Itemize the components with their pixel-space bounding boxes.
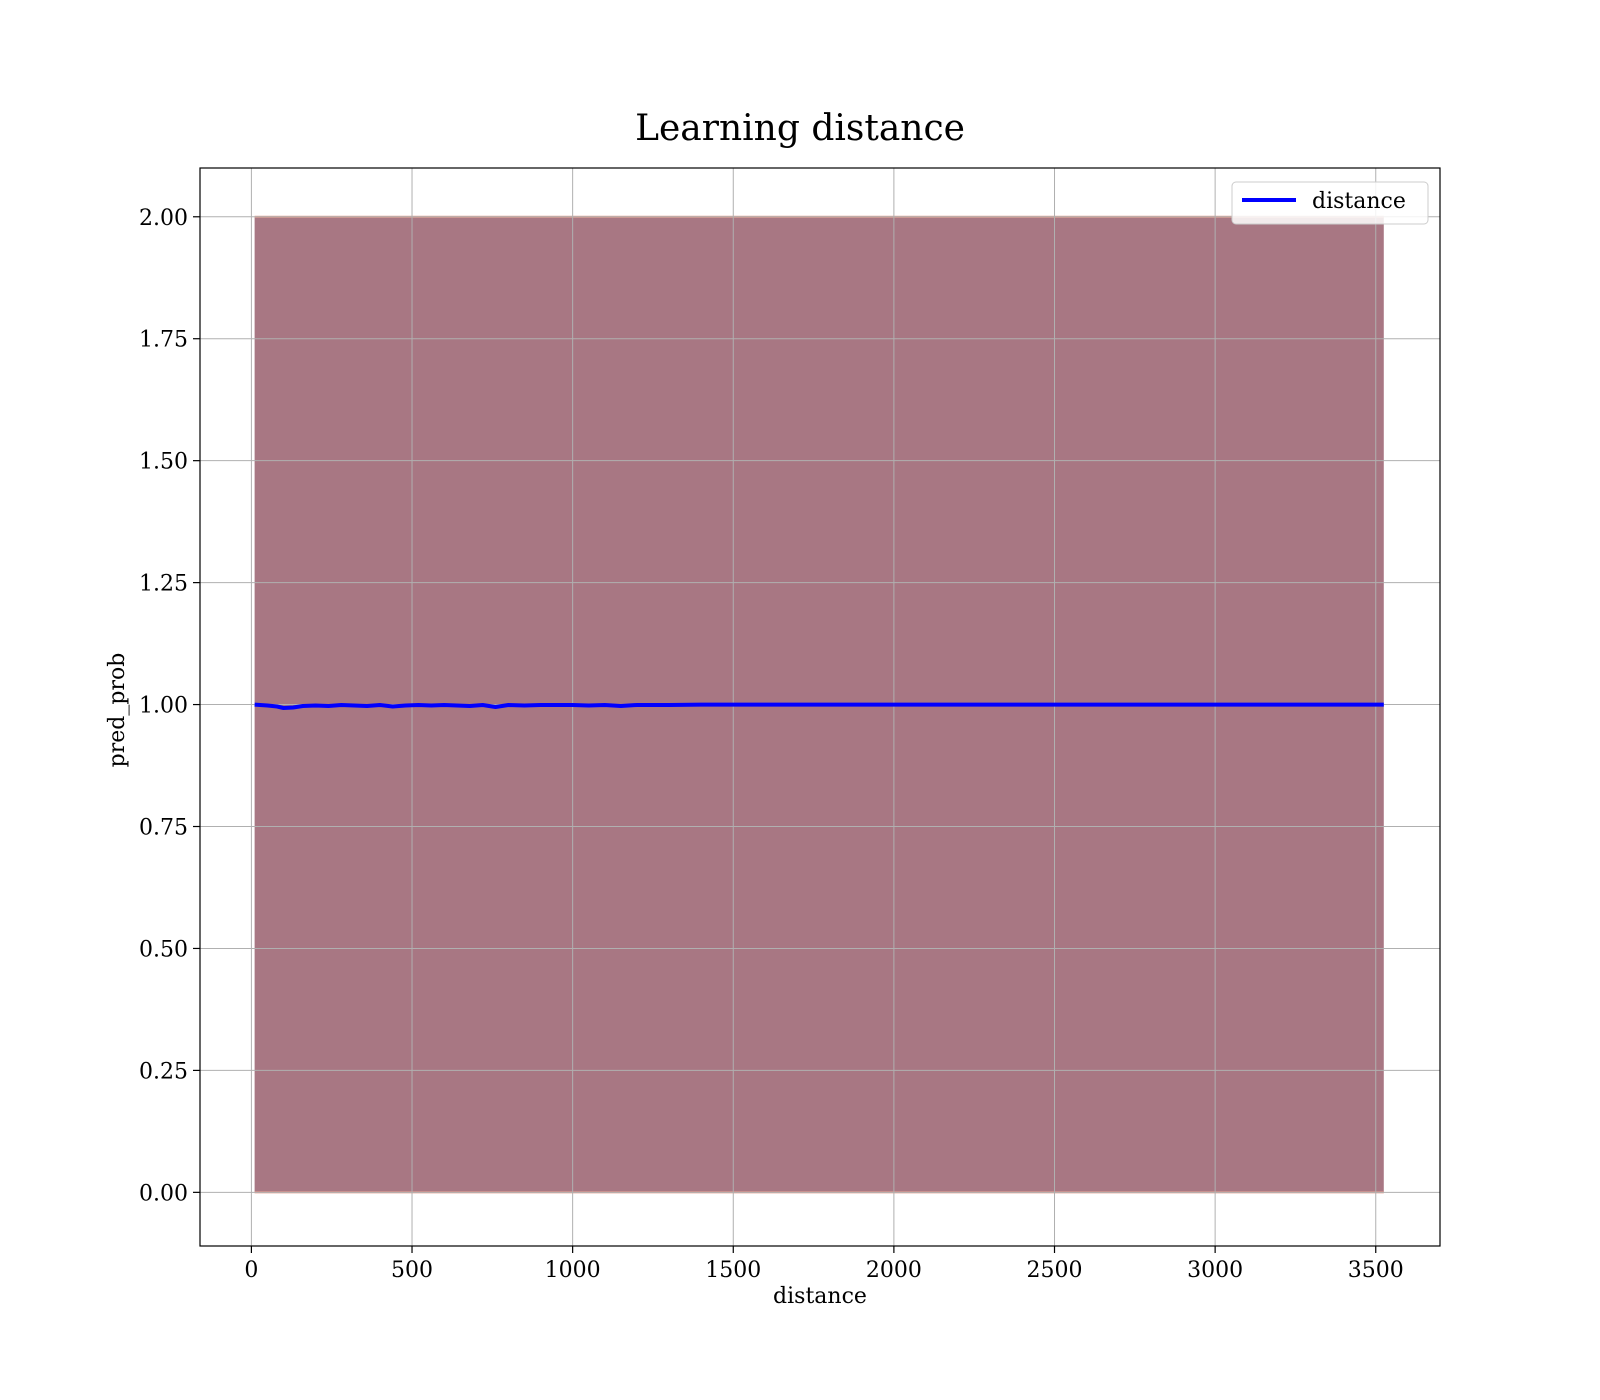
x-axis-label: distance [773,1284,867,1309]
legend: distance [1231,181,1429,225]
x-tick-label-7: 3500 [1348,1258,1404,1283]
y-tick-label-4: 1.00 [139,694,188,719]
y-tick-label-0: 0.00 [139,1181,188,1206]
plot-area: 0 500 1000 1500 2000 2500 3000 3500 0.00 0.25 0.50… [139,167,1441,1283]
legend-label-distance: distance [1312,189,1406,214]
x-tick-label-6: 3000 [1187,1258,1243,1283]
y-tick-label-8: 2.00 [139,206,188,231]
axes-frame [199,167,1441,1247]
y-tick-label-3: 0.75 [139,816,188,841]
legend-frame [1231,181,1429,225]
x-tick-label-5: 2500 [1027,1258,1083,1283]
x-tick-label-1: 500 [391,1258,433,1283]
x-tick-label-2: 1000 [545,1258,601,1283]
chart-title: Learning distance [635,108,965,149]
x-tick-label-0: 0 [244,1258,258,1283]
y-tick-label-7: 1.75 [139,328,188,353]
y-tick-label-1: 0.25 [139,1059,188,1084]
y-axis-label: pred_prob [105,653,130,768]
y-tick-label-2: 0.50 [139,937,188,962]
x-tick-label-3: 1500 [705,1258,761,1283]
series-line-distance [254,702,1384,710]
x-tick-label-4: 2000 [866,1258,922,1283]
y-tick-label-5: 1.25 [139,572,188,597]
y-tick-label-6: 1.50 [139,450,188,475]
